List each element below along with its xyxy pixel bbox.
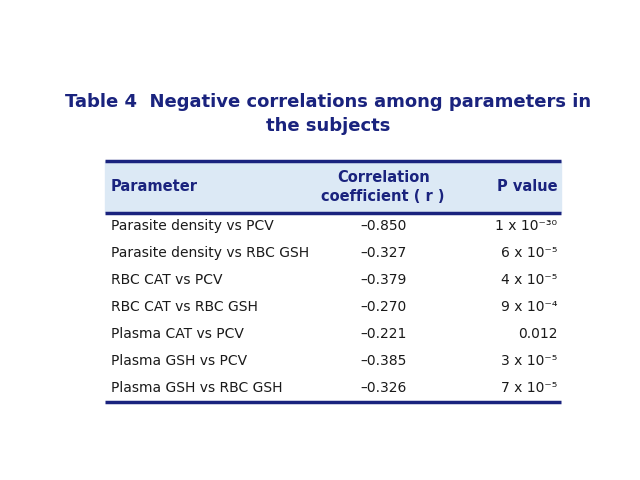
Text: –0.270: –0.270 [360,300,406,314]
Text: Parasite density vs PCV: Parasite density vs PCV [111,219,273,233]
Text: –0.326: –0.326 [360,381,406,395]
Text: 7 x 10⁻⁵: 7 x 10⁻⁵ [501,381,557,395]
Text: Parasite density vs RBC GSH: Parasite density vs RBC GSH [111,246,309,260]
Bar [105,267,561,294]
Text: 3 x 10⁻⁵: 3 x 10⁻⁵ [501,354,557,368]
Text: Plasma CAT vs PCV: Plasma CAT vs PCV [111,327,244,341]
Text: –0.327: –0.327 [360,246,406,260]
Text: 4 x 10⁻⁵: 4 x 10⁻⁵ [501,273,557,288]
Text: 6 x 10⁻⁵: 6 x 10⁻⁵ [500,246,557,260]
Bar [105,321,561,348]
Bar [105,294,561,321]
Text: –0.221: –0.221 [360,327,406,341]
Text: Plasma GSH vs RBC GSH: Plasma GSH vs RBC GSH [111,381,282,395]
Bar [105,348,561,375]
Text: 9 x 10⁻⁴: 9 x 10⁻⁴ [500,300,557,314]
Text: P value: P value [497,180,557,194]
Text: –0.385: –0.385 [360,354,406,368]
Text: –0.850: –0.850 [360,219,406,233]
Text: Table 4  Negative correlations among parameters in: Table 4 Negative correlations among para… [65,93,591,111]
Text: Correlation
coefficient ( r ): Correlation coefficient ( r ) [321,170,445,204]
Text: RBC CAT vs RBC GSH: RBC CAT vs RBC GSH [111,300,258,314]
Text: RBC CAT vs PCV: RBC CAT vs PCV [111,273,222,288]
Bar [105,375,561,402]
Text: Parameter: Parameter [111,180,198,194]
Bar [105,161,561,213]
Text: –0.379: –0.379 [360,273,406,288]
Text: Plasma GSH vs PCV: Plasma GSH vs PCV [111,354,247,368]
Text: 0.012: 0.012 [518,327,557,341]
Bar [105,240,561,267]
Text: 1 x 10⁻³⁰: 1 x 10⁻³⁰ [495,219,557,233]
Bar [105,213,561,240]
Text: the subjects: the subjects [266,117,390,135]
